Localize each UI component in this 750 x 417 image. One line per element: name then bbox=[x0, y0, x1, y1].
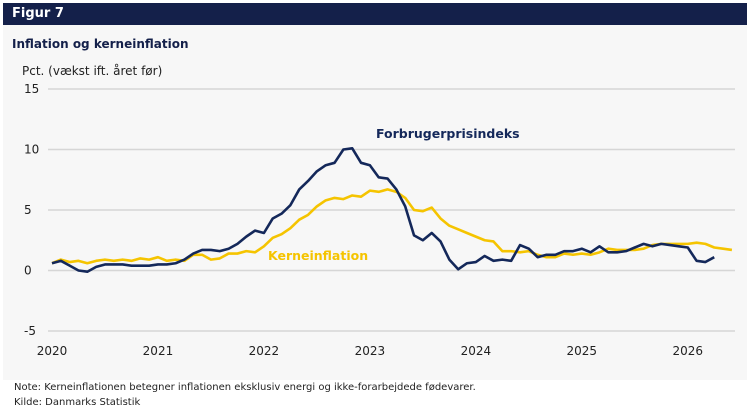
series-line-forbrugerprisindeks bbox=[51, 146, 715, 274]
x-tick-label: 2021 bbox=[143, 344, 174, 358]
source-note: Kilde: Danmarks Statistik bbox=[14, 397, 141, 408]
chart-panel bbox=[3, 25, 747, 380]
series-label-kerneinflation: Kerneinflation bbox=[268, 248, 368, 263]
x-tick-label: 2023 bbox=[355, 344, 386, 358]
series-line-kerneinflation bbox=[51, 188, 733, 265]
x-tick-label: 2026 bbox=[672, 344, 703, 358]
figure-header: Figur 7 bbox=[3, 3, 747, 25]
footnote: Note: Kerneinflationen betegner inflatio… bbox=[14, 382, 476, 393]
y-tick-label: 10 bbox=[24, 143, 39, 157]
x-tick-label: 2020 bbox=[37, 344, 68, 358]
y-tick-label: -5 bbox=[24, 324, 36, 338]
x-tick-label: 2022 bbox=[249, 344, 280, 358]
x-tick-label: 2025 bbox=[567, 344, 598, 358]
x-tick-label: 2024 bbox=[461, 344, 492, 358]
series-label-forbrugerprisindeks: Forbrugerprisindeks bbox=[376, 126, 520, 141]
chart-title: Inflation og kerneinflation bbox=[12, 37, 189, 51]
y-tick-label: 15 bbox=[24, 82, 39, 96]
y-tick-label: 0 bbox=[24, 264, 32, 278]
y-axis-label: Pct. (vækst ift. året før) bbox=[22, 64, 163, 78]
y-tick-label: 5 bbox=[24, 203, 32, 217]
